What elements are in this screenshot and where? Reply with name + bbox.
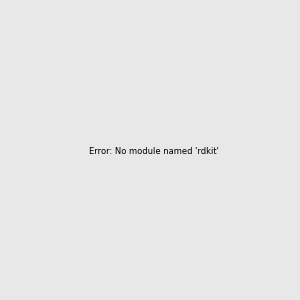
Text: Error: No module named 'rdkit': Error: No module named 'rdkit' [89, 147, 219, 156]
